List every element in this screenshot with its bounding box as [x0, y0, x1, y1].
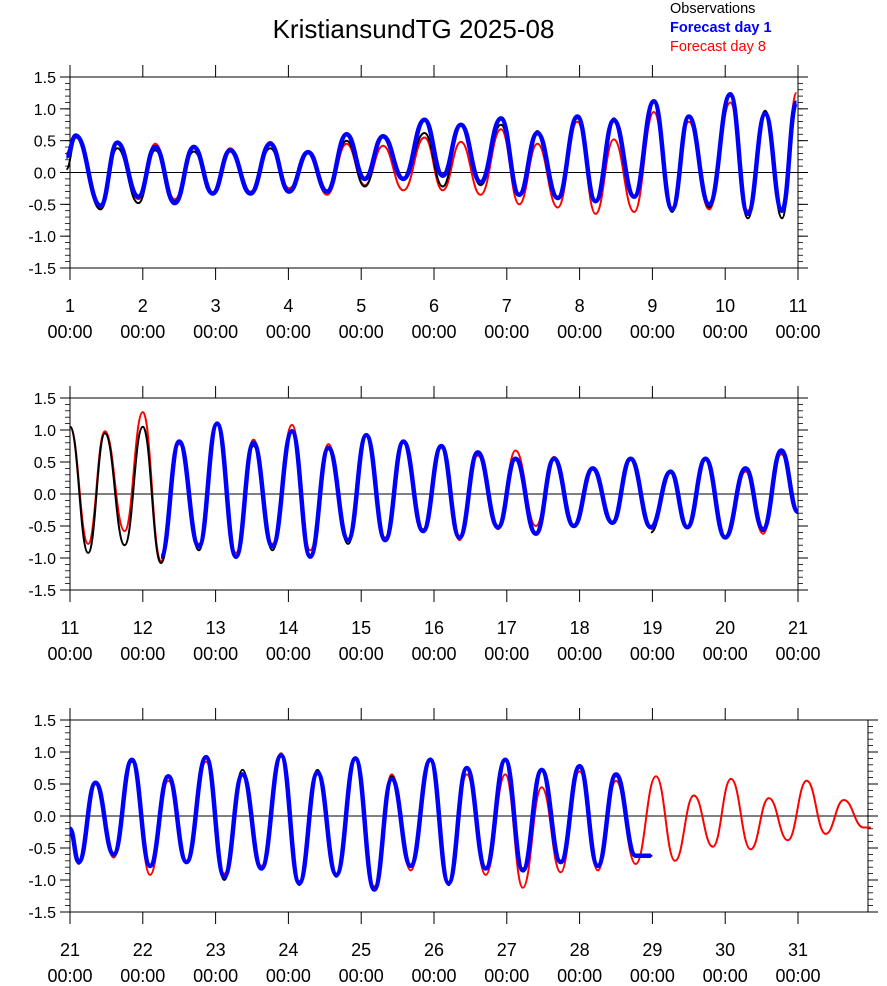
x-tick-label-time: 00:00 [703, 322, 748, 342]
x-tick-label-time: 00:00 [411, 644, 456, 664]
x-tick-label-time: 00:00 [557, 966, 602, 986]
x-tick-label-time: 00:00 [339, 322, 384, 342]
y-tick-label: 1.0 [34, 423, 56, 440]
x-tick-label-time: 00:00 [703, 966, 748, 986]
series-forecast-day-1-line [158, 421, 801, 559]
x-tick-label-day: 6 [429, 296, 439, 316]
y-tick-label: -0.5 [28, 519, 56, 536]
x-tick-label-time: 00:00 [703, 644, 748, 664]
x-tick-label-day: 2 [138, 296, 148, 316]
x-tick-label-time: 00:00 [120, 966, 165, 986]
y-tick-label: -1.0 [28, 229, 56, 246]
x-tick-label-time: 00:00 [557, 322, 602, 342]
y-tick-label: -1.0 [28, 551, 56, 568]
x-tick-label-day: 29 [642, 940, 662, 960]
y-tick-label: 1.0 [34, 102, 56, 119]
x-tick-label-time: 00:00 [557, 644, 602, 664]
x-tick-label-day: 23 [206, 940, 226, 960]
x-tick-label-time: 00:00 [630, 322, 675, 342]
legend: Observations Forecast day 1 Forecast day… [670, 0, 772, 57]
x-tick-label-time: 00:00 [266, 322, 311, 342]
x-tick-label-time: 00:00 [339, 966, 384, 986]
y-tick-label: 1.0 [34, 745, 56, 762]
x-tick-label-day: 25 [351, 940, 371, 960]
y-tick-label: 0.0 [34, 809, 56, 826]
x-tick-label-time: 00:00 [47, 322, 92, 342]
x-tick-label-day: 1 [65, 296, 75, 316]
x-tick-label-time: 00:00 [339, 644, 384, 664]
y-tick-label: 1.5 [34, 713, 56, 730]
x-tick-label-day: 14 [278, 618, 298, 638]
x-tick-label-day: 7 [502, 296, 512, 316]
x-tick-label-day: 3 [211, 296, 221, 316]
x-tick-label-time: 00:00 [47, 966, 92, 986]
x-tick-label-day: 22 [133, 940, 153, 960]
x-tick-label-time: 00:00 [484, 644, 529, 664]
x-tick-label-day: 18 [570, 618, 590, 638]
x-tick-label-day: 26 [424, 940, 444, 960]
chart-title: KristiansundTG 2025-08 [272, 14, 555, 44]
x-tick-label-day: 9 [647, 296, 657, 316]
y-tick-label: -1.5 [28, 583, 56, 600]
x-tick-label-day: 15 [351, 618, 371, 638]
x-tick-label-day: 4 [283, 296, 293, 316]
legend-observations: Observations [670, 1, 756, 17]
x-tick-label-time: 00:00 [630, 644, 675, 664]
x-tick-label-day: 24 [278, 940, 298, 960]
x-tick-label-time: 00:00 [630, 966, 675, 986]
x-tick-label-day: 13 [206, 618, 226, 638]
y-tick-label: -1.0 [28, 873, 56, 890]
y-tick-label: 0.0 [34, 487, 56, 504]
y-tick-label: 0.5 [34, 777, 56, 794]
panel-1: 1.5 1.0 0.5 0.0 -0.5 -1.0 -1.5 1 00:00 2 00:00 3 00:… [28, 65, 821, 342]
x-tick-label-day: 21 [60, 940, 80, 960]
x-tick-label-day: 20 [715, 618, 735, 638]
x-tick-label-day: 27 [497, 940, 517, 960]
x-tick-label-day: 5 [356, 296, 366, 316]
x-tick-label-day: 17 [497, 618, 517, 638]
y-tick-label: 1.5 [34, 70, 56, 87]
y-tick-label: 1.5 [34, 391, 56, 408]
legend-forecast-day-8: Forecast day 8 [670, 39, 766, 55]
x-tick-label-time: 00:00 [775, 322, 820, 342]
y-tick-label: -1.5 [28, 261, 56, 278]
panel-3: 1.5 1.0 0.5 0.0 -0.5 -1.0 -1.5 21 00:00 22 00:00 23… [28, 708, 878, 986]
x-tick-label-day: 12 [133, 618, 153, 638]
x-tick-label-time: 00:00 [266, 966, 311, 986]
panel-2: 1.5 1.0 0.5 0.0 -0.5 -1.0 -1.5 11 00:00 12 00:00 13… [28, 386, 821, 664]
x-tick-label-day: 19 [642, 618, 662, 638]
series-forecast-day-1-line [65, 91, 799, 217]
x-tick-label-day: 21 [788, 618, 808, 638]
x-tick-label-time: 00:00 [47, 644, 92, 664]
x-tick-label-time: 00:00 [411, 322, 456, 342]
x-tick-label-time: 00:00 [775, 966, 820, 986]
x-tick-label-time: 00:00 [120, 322, 165, 342]
x-tick-label-time: 00:00 [484, 966, 529, 986]
y-tick-label: -0.5 [28, 841, 56, 858]
x-tick-label-time: 00:00 [484, 322, 529, 342]
x-tick-label-time: 00:00 [120, 644, 165, 664]
x-tick-label-day: 10 [715, 296, 735, 316]
x-tick-label-day: 30 [715, 940, 735, 960]
y-tick-label: 0.0 [34, 166, 56, 183]
x-tick-label-day: 11 [789, 296, 808, 316]
x-tick-label-day: 11 [61, 618, 80, 638]
y-tick-label: -1.5 [28, 905, 56, 922]
x-tick-label-time: 00:00 [193, 644, 238, 664]
x-tick-label-time: 00:00 [193, 966, 238, 986]
x-tick-label-day: 16 [424, 618, 444, 638]
x-tick-label-time: 00:00 [775, 644, 820, 664]
y-tick-label: -0.5 [28, 197, 56, 214]
series-forecast-day-1-line [67, 752, 651, 892]
x-tick-label-day: 31 [788, 940, 808, 960]
y-tick-label: 0.5 [34, 134, 56, 151]
x-tick-label-day: 28 [570, 940, 590, 960]
legend-forecast-day-1: Forecast day 1 [670, 20, 772, 36]
x-tick-label-time: 00:00 [193, 322, 238, 342]
x-tick-label-time: 00:00 [411, 966, 456, 986]
x-tick-label-day: 8 [575, 296, 585, 316]
x-tick-label-time: 00:00 [266, 644, 311, 664]
y-tick-label: 0.5 [34, 455, 56, 472]
